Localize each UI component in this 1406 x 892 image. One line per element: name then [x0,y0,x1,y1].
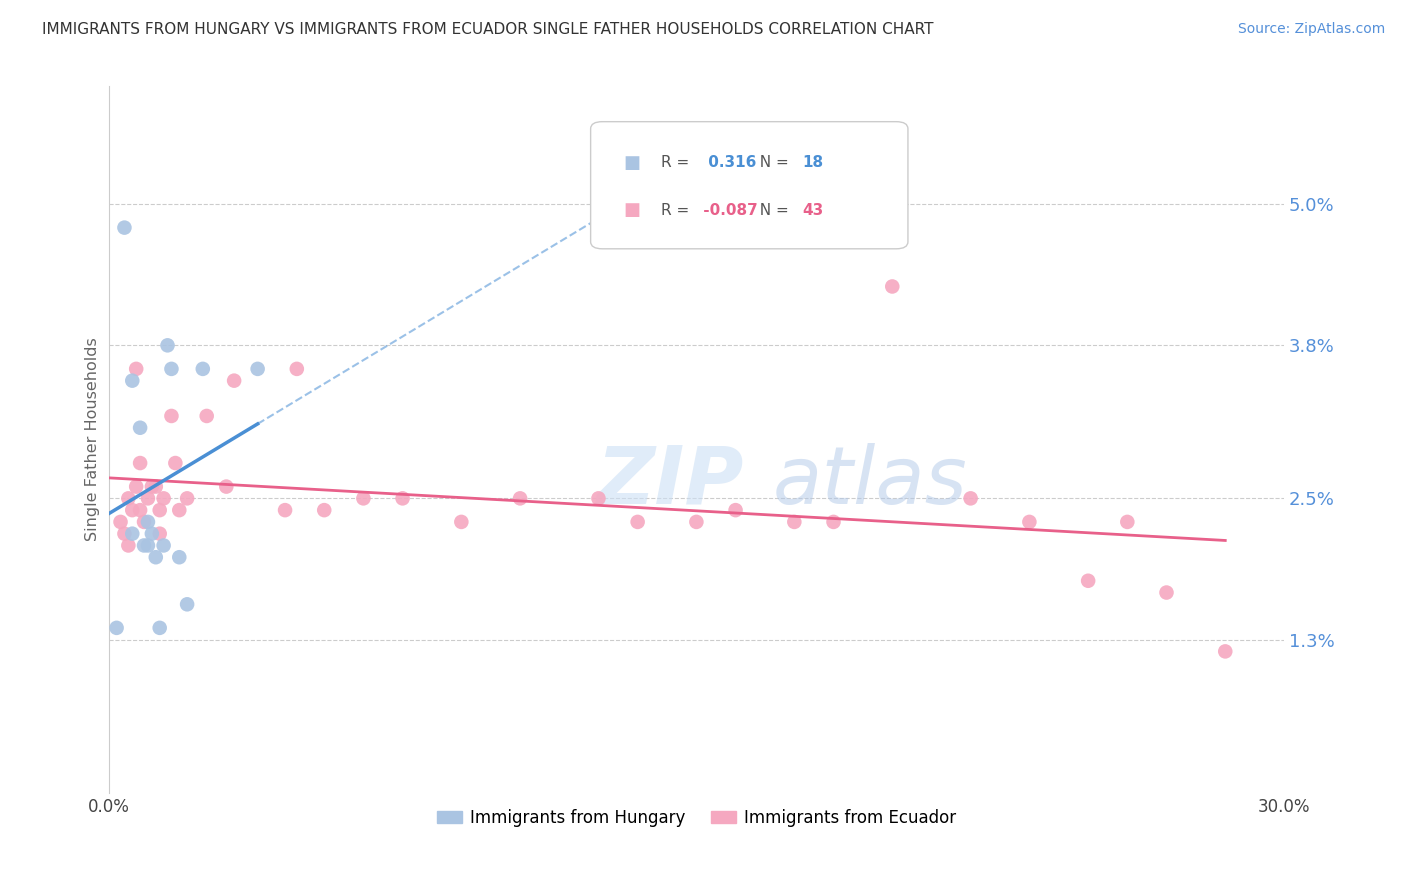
Point [110,515,132,529]
Point [114,220,136,235]
Point [450,515,472,529]
Point [191,362,214,376]
Point [195,409,218,423]
Point [121,526,143,541]
Point [117,491,139,506]
Text: N =: N = [751,155,794,170]
Point [588,491,610,506]
Y-axis label: Single Father Households: Single Father Households [86,338,100,541]
Point [352,491,374,506]
Text: atlas: atlas [773,443,967,521]
Point [285,362,308,376]
Point [156,338,179,352]
Point [132,538,155,552]
Point [132,515,155,529]
Point [246,362,269,376]
Point [627,515,650,529]
Point [145,550,167,565]
Point [114,526,136,541]
Point [882,279,904,293]
Point [169,550,191,565]
Point [783,515,806,529]
Text: 43: 43 [803,202,824,218]
Point [129,421,152,435]
Point [141,480,163,494]
Point [125,362,148,376]
Point [176,491,198,506]
Point [152,538,174,552]
Point [169,503,191,517]
Point [314,503,336,517]
Point [391,491,413,506]
Point [136,491,159,506]
FancyBboxPatch shape [591,121,908,249]
Point [129,456,152,470]
Text: R =: R = [661,155,699,170]
Point [125,480,148,494]
Point [105,621,128,635]
Point [149,526,172,541]
Point [121,503,143,517]
Point [1116,515,1139,529]
Point [176,597,198,611]
Point [823,515,845,529]
Point [165,456,187,470]
Point [1213,644,1236,658]
Point [215,480,238,494]
Legend: Immigrants from Hungary, Immigrants from Ecuador: Immigrants from Hungary, Immigrants from… [430,803,963,834]
Point [685,515,707,529]
Point [117,538,139,552]
Text: ■: ■ [623,153,641,171]
Point [152,491,174,506]
Point [509,491,531,506]
Point [149,503,172,517]
Point [1018,515,1040,529]
Point [136,538,159,552]
Text: ■: ■ [623,201,641,219]
Text: N =: N = [751,202,794,218]
Text: ZIP: ZIP [596,443,744,521]
Point [1156,585,1178,599]
Point [1077,574,1099,588]
Text: -0.087: -0.087 [697,202,758,218]
Point [129,503,152,517]
Text: 0.316: 0.316 [703,155,756,170]
Point [141,526,163,541]
Point [149,621,172,635]
Point [160,409,183,423]
Point [145,480,167,494]
Point [121,374,143,388]
Text: IMMIGRANTS FROM HUNGARY VS IMMIGRANTS FROM ECUADOR SINGLE FATHER HOUSEHOLDS CORR: IMMIGRANTS FROM HUNGARY VS IMMIGRANTS FR… [42,22,934,37]
Point [959,491,981,506]
Text: 18: 18 [803,155,824,170]
Point [724,503,747,517]
Text: Source: ZipAtlas.com: Source: ZipAtlas.com [1237,22,1385,37]
Point [160,362,183,376]
Point [274,503,297,517]
Point [136,515,159,529]
Text: R =: R = [661,202,689,218]
Point [224,374,246,388]
